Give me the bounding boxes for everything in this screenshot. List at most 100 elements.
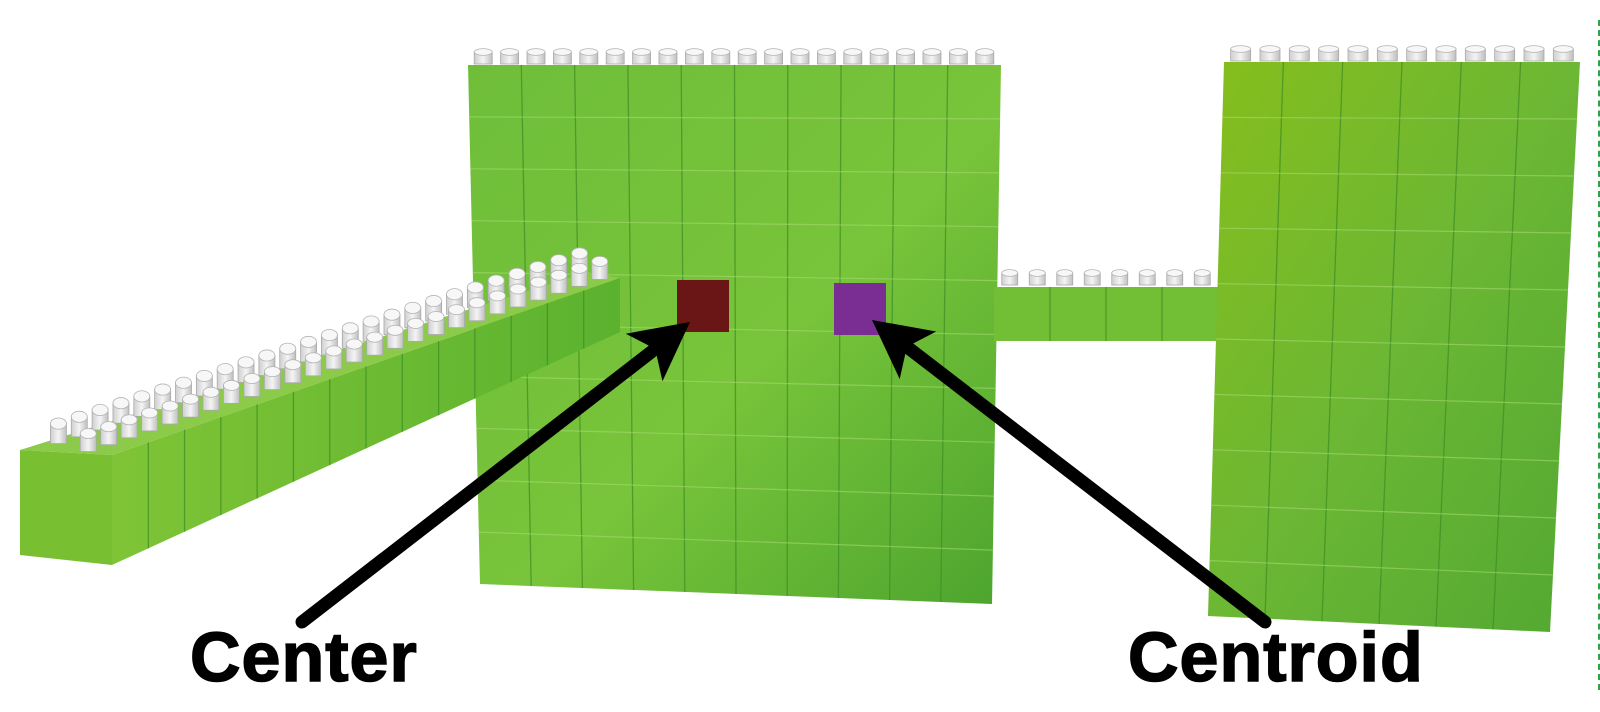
right-wall-row-seam [1222,116,1578,120]
middle-wall-face [468,65,1001,604]
right-wall-row-seam [1217,283,1569,291]
centroid-arrow [872,320,1272,629]
beam-row2-stud-top [386,324,404,336]
beam-row2-stud-top [79,428,97,439]
beam-row1-stud-top [362,315,380,328]
beam-row2-stud-top [448,304,465,316]
right-wall-stud-top [1523,45,1545,53]
connector-stud-top [1138,269,1156,277]
beam-row2-stud-top [120,414,138,426]
beam-row1-stud-top [50,417,67,430]
connector-stud-top [1193,269,1211,277]
center-label: Center [189,618,418,696]
beam-row2-stud-top [468,297,486,309]
right-wall-row-seam [1211,504,1557,519]
beam-row2-stud-top [100,421,118,433]
beam-row2-stud-top [325,345,343,357]
beam-row2-stud-top [263,366,281,378]
middle-wall-row-seam [469,116,1001,120]
middle-wall-stud-top [922,48,942,56]
beam-row2-stud-top [161,400,179,412]
middle-wall-stud-top [817,48,836,56]
middle-wall-stud-top [632,48,651,56]
right-wall-stud-top [1552,45,1574,53]
middle-wall [468,48,1001,604]
beam-row1-stud-top [300,335,317,348]
centroid-label: Centroid [1127,618,1424,696]
beam-row2-stud-top [304,352,322,364]
middle-wall-row-seam [470,168,1000,174]
left-beam [20,247,620,565]
beam-row2-stud-top [345,338,363,350]
connector-stud-top [1083,269,1101,277]
beam-row1-stud-top [175,376,192,389]
beam-row2-stud-top [591,256,609,267]
middle-wall-row-seam [471,220,999,228]
middle-wall-stud-top [764,48,783,56]
connector-stud-top [1111,269,1129,277]
centroid-arrow-shaft [900,340,1272,629]
beam-row2-stud-top [570,262,588,274]
beam-row2-stud-top [223,379,240,391]
beam-row1-stud-top [321,329,338,342]
beam-row1-stud-top [195,369,213,382]
middle-wall-row-seam [478,531,993,551]
beam-row2-stud-top [550,269,568,281]
beam-row2-stud-top [529,276,547,288]
beam-row2-stud-top [141,407,159,419]
right-wall-stud-top [1288,45,1310,53]
beam-row1-stud-top [258,349,276,362]
beam-row1-stud-top [112,397,130,410]
beam-row1-stud-top [154,383,172,396]
beam-row1-stud-top [216,363,234,376]
centroid-arrow-head [872,320,937,380]
middle-wall-stud-top [658,48,678,56]
right-wall-stud-top [1347,45,1369,53]
beam-row1-stud-top [133,390,151,403]
right-wall-row-seam [1219,227,1572,234]
beam-row1-stud-top [383,308,401,321]
middle-wall-stud-top [869,48,889,56]
right-wall-row-seam [1220,172,1575,177]
middle-wall-stud-top [526,48,546,56]
middle-wall-stud-top [473,48,493,56]
middle-wall-row-seam [476,427,995,443]
center-arrow [295,322,690,629]
right-wall-row-seam [1214,393,1563,405]
beam-row1-stud-top [91,403,109,416]
edge-guide-line [1598,20,1600,690]
beam-end-face [20,450,112,565]
right-wall-stud-top [1230,45,1252,53]
beam-row1-stud-top [466,281,484,294]
connector-stud-top [1166,269,1184,277]
middle-wall-row-seam [475,375,996,389]
middle-wall-stud-top [790,48,810,56]
beam-row2-stud-top [284,359,302,371]
beam-row2-stud-top [509,283,527,295]
beam-row2-stud-top [427,311,445,322]
connector-stud-top [1056,269,1074,277]
middle-wall-stud-top [579,48,599,56]
middle-wall-stud-top [949,48,968,56]
beam-row2-stud-top [202,386,220,398]
right-wall-face [1208,62,1580,632]
right-wall-stud-top [1435,45,1457,53]
beam-row1-stud-top [571,247,588,260]
beam-row1-stud-top [237,356,255,369]
beam-row1-stud-top [279,342,297,355]
beam-row1-stud-top [70,410,88,423]
middle-wall-row-seam [477,479,994,497]
middle-wall-stud-top [500,48,520,56]
beam-row1-stud-top [404,301,422,314]
right-wall-stud-top [1406,45,1428,53]
beam-row1-stud-top [550,254,568,267]
connector-stud-top [1001,269,1019,277]
middle-wall-stud-top [843,48,863,56]
middle-wall-stud-top [685,48,704,56]
beam-row1-stud-top [529,261,547,274]
right-wall-row-seam [1209,560,1554,576]
right-wall [1208,45,1580,632]
right-wall-row-seam [1215,338,1566,348]
connector-stud-top [1028,269,1046,277]
middle-wall-stud-top [605,48,625,56]
